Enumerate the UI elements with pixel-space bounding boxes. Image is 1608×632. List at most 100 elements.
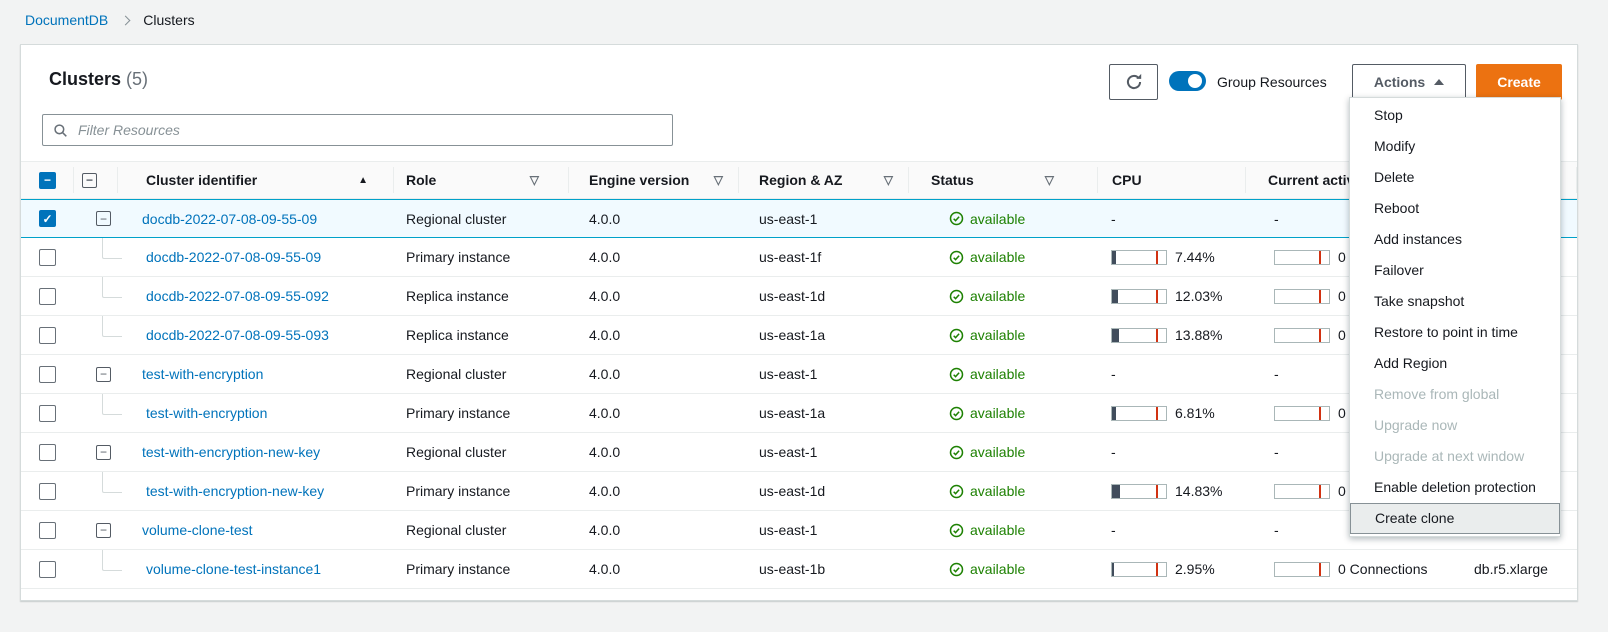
instance-link[interactable]: docdb-2022-07-08-09-55-092 (146, 288, 329, 304)
menu-item-take-snapshot[interactable]: Take snapshot (1374, 293, 1465, 309)
table-row[interactable]: test-with-encryption-new-key Primary inst… (21, 472, 1577, 511)
menu-item-restore-to-point-in-time[interactable]: Restore to point in time (1374, 324, 1518, 340)
menu-item-enable-deletion-protection[interactable]: Enable deletion protection (1374, 479, 1536, 495)
row-checkbox[interactable] (39, 287, 56, 305)
breadcrumb-documentdb-link[interactable]: DocumentDB (25, 12, 109, 28)
status-label: available (970, 288, 1026, 304)
toggle-knob (1188, 74, 1202, 88)
column-header-region[interactable]: Region & AZ ▽ (739, 162, 909, 198)
collapse-row-icon[interactable]: − (96, 366, 111, 382)
meter-threshold-tick (1319, 328, 1322, 342)
row-checkbox[interactable] (39, 365, 56, 383)
menu-item-failover[interactable]: Failover (1374, 262, 1424, 278)
table-row[interactable]: volume-clone-test-instance1 Primary insta… (21, 550, 1577, 589)
cpu-cell: - (1111, 210, 1116, 227)
role-cell: Replica instance (406, 288, 509, 304)
table-header: − − Cluster identifier ▲ Role ▽ Engine version… (21, 161, 1577, 199)
row-checkbox[interactable] (39, 326, 56, 344)
status-label: available (970, 210, 1026, 227)
engine-version-cell: 4.0.0 (589, 288, 621, 304)
identifier-cell: test-with-encryption (118, 394, 394, 432)
meter-threshold-tick (1319, 250, 1322, 264)
expand-cell: − (74, 433, 118, 471)
column-header-cpu[interactable]: CPU (1098, 162, 1246, 198)
role-cell: Replica instance (406, 327, 509, 343)
cluster-link[interactable]: test-with-encryption (142, 366, 264, 382)
collapse-row-icon[interactable]: − (96, 522, 111, 538)
column-header-id[interactable]: Cluster identifier ▲ (118, 162, 394, 198)
filter-icon[interactable]: ▽ (1044, 173, 1054, 187)
instance-link[interactable]: test-with-encryption (146, 405, 268, 421)
group-resources-toggle[interactable] (1169, 71, 1206, 91)
column-header-select[interactable]: − (21, 162, 74, 198)
cluster-link[interactable]: volume-clone-test (142, 522, 253, 538)
row-checkbox[interactable] (39, 404, 56, 422)
collapse-row-icon[interactable]: − (96, 444, 111, 460)
region-az-cell: us-east-1a (759, 327, 826, 343)
table-row[interactable]: docdb-2022-07-08-09-55-093 Replica instan… (21, 316, 1577, 355)
menu-item-modify[interactable]: Modify (1374, 138, 1416, 154)
menu-item-add-region[interactable]: Add Region (1374, 355, 1448, 371)
status-label: available (970, 522, 1026, 538)
refresh-button[interactable] (1109, 64, 1158, 100)
chevron-right-icon (120, 15, 131, 25)
select-cell (21, 316, 74, 354)
cpu-cell: 2.95% (1098, 550, 1246, 588)
row-checkbox[interactable] (39, 248, 56, 266)
row-checkbox[interactable] (39, 443, 56, 461)
column-header-expand[interactable]: − (74, 162, 118, 198)
activity-meter (1274, 288, 1330, 304)
instance-link[interactable]: volume-clone-test-instance1 (146, 561, 322, 577)
select-all-checkbox[interactable]: − (39, 171, 56, 189)
cluster-link[interactable]: docdb-2022-07-08-09-55-09 (142, 210, 318, 227)
cpu-value: 13.88% (1175, 327, 1223, 343)
meter-threshold-tick (1319, 406, 1322, 420)
menu-item-create-clone[interactable]: Create clone (1350, 503, 1560, 534)
expand-cell: − (74, 200, 118, 237)
row-checkbox[interactable] (39, 482, 56, 500)
table-row[interactable]: ✓ − docdb-2022-07-08-09-55-09 Regional clus… (21, 199, 1577, 238)
table-row[interactable]: docdb-2022-07-08-09-55-092 Replica instan… (21, 277, 1577, 316)
filter-icon[interactable]: ▽ (713, 173, 723, 187)
identifier-cell: test-with-encryption-new-key (118, 433, 394, 471)
select-cell (21, 550, 74, 588)
instance-link[interactable]: test-with-encryption-new-key (146, 483, 325, 499)
row-checkbox[interactable] (39, 560, 56, 578)
table-row[interactable]: − test-with-encryption Regional cluster 4.0… (21, 355, 1577, 394)
instance-link[interactable]: docdb-2022-07-08-09-55-093 (146, 327, 329, 343)
instance-link[interactable]: docdb-2022-07-08-09-55-09 (146, 249, 322, 265)
role-cell: Primary instance (406, 483, 511, 499)
column-header-status[interactable]: Status ▽ (909, 162, 1098, 198)
cluster-link[interactable]: test-with-encryption-new-key (142, 444, 321, 460)
identifier-cell: docdb-2022-07-08-09-55-092 (118, 277, 394, 315)
cpu-cell: 6.81% (1098, 394, 1246, 432)
filter-icon[interactable]: ▽ (529, 173, 539, 187)
filter-resources-input[interactable] (76, 121, 662, 139)
column-header-role[interactable]: Role ▽ (394, 162, 569, 198)
menu-item-stop[interactable]: Stop (1374, 107, 1403, 123)
table-row[interactable]: − test-with-encryption-new-key Regional cl… (21, 433, 1577, 472)
status-available-icon (949, 250, 964, 265)
menu-item-remove-from-global: Remove from global (1374, 386, 1500, 402)
column-header-engine[interactable]: Engine version ▽ (569, 162, 739, 198)
sort-ascending-icon[interactable]: ▲ (358, 174, 368, 186)
column-header-size[interactable] (1461, 162, 1577, 198)
status-cell: available (909, 472, 1098, 510)
activity-meter (1274, 561, 1330, 577)
menu-item-add-instances[interactable]: Add instances (1374, 231, 1462, 247)
row-checkbox[interactable]: ✓ (39, 210, 56, 227)
filter-icon[interactable]: ▽ (883, 173, 893, 187)
current-activity-cell: - (1274, 210, 1279, 227)
table-row[interactable]: − volume-clone-test Regional cluster 4.0.0 u… (21, 511, 1577, 550)
current-activity-cell: - (1274, 444, 1279, 460)
table-row[interactable]: docdb-2022-07-08-09-55-09 Primary instanc… (21, 238, 1577, 277)
select-cell: ✓ (21, 200, 74, 237)
actions-button[interactable]: Actions (1352, 64, 1466, 100)
menu-item-delete[interactable]: Delete (1374, 169, 1415, 185)
collapse-all-icon[interactable]: − (82, 172, 97, 188)
table-row[interactable]: test-with-encryption Primary instance 4.0.… (21, 394, 1577, 433)
create-button[interactable]: Create (1476, 64, 1562, 100)
collapse-row-icon[interactable]: − (96, 211, 111, 226)
row-checkbox[interactable] (39, 521, 56, 539)
menu-item-reboot[interactable]: Reboot (1374, 200, 1420, 216)
